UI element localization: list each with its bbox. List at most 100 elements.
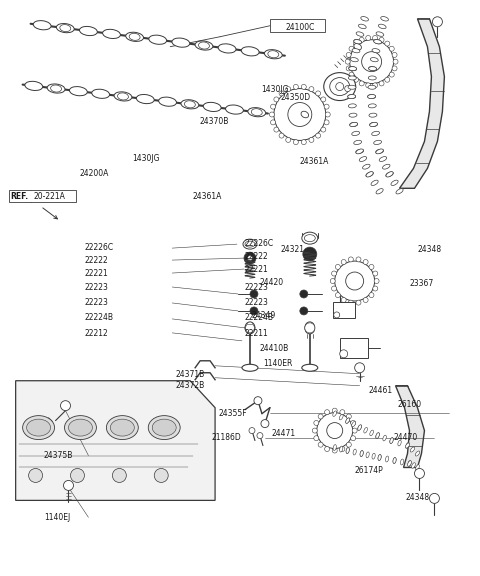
- Ellipse shape: [33, 21, 51, 30]
- Ellipse shape: [324, 73, 356, 101]
- Circle shape: [250, 307, 258, 315]
- Circle shape: [274, 89, 326, 141]
- Circle shape: [332, 286, 336, 291]
- Circle shape: [271, 120, 276, 125]
- Ellipse shape: [378, 24, 386, 29]
- Ellipse shape: [352, 131, 360, 135]
- Ellipse shape: [374, 40, 382, 44]
- Ellipse shape: [340, 446, 343, 452]
- Ellipse shape: [366, 452, 369, 458]
- Ellipse shape: [348, 94, 356, 98]
- Ellipse shape: [203, 103, 221, 112]
- Ellipse shape: [368, 94, 375, 98]
- Ellipse shape: [346, 418, 349, 423]
- Text: 1430JG: 1430JG: [132, 154, 160, 163]
- Ellipse shape: [56, 24, 74, 33]
- Ellipse shape: [339, 414, 343, 420]
- Ellipse shape: [368, 85, 376, 89]
- Ellipse shape: [396, 188, 403, 194]
- Ellipse shape: [369, 113, 377, 117]
- Circle shape: [301, 139, 306, 145]
- Circle shape: [71, 468, 84, 483]
- Ellipse shape: [241, 47, 259, 56]
- Ellipse shape: [362, 164, 370, 169]
- Ellipse shape: [354, 141, 361, 145]
- Ellipse shape: [373, 40, 382, 44]
- Ellipse shape: [366, 172, 373, 177]
- Ellipse shape: [371, 58, 378, 62]
- Text: 22226C: 22226C: [84, 243, 114, 252]
- Circle shape: [372, 83, 377, 88]
- Text: 24348: 24348: [417, 245, 441, 254]
- Ellipse shape: [359, 24, 366, 29]
- Circle shape: [254, 397, 262, 405]
- Circle shape: [316, 133, 321, 138]
- Circle shape: [336, 293, 340, 298]
- Text: REF.: REF.: [11, 192, 29, 201]
- Ellipse shape: [181, 100, 199, 109]
- Ellipse shape: [92, 89, 109, 98]
- Circle shape: [341, 298, 346, 302]
- Text: 24361A: 24361A: [192, 192, 221, 200]
- Ellipse shape: [346, 418, 349, 423]
- Ellipse shape: [350, 123, 358, 127]
- Circle shape: [359, 37, 364, 43]
- Circle shape: [353, 41, 359, 46]
- Circle shape: [355, 363, 365, 373]
- Circle shape: [250, 290, 258, 298]
- Circle shape: [324, 410, 330, 415]
- Circle shape: [363, 260, 368, 264]
- Circle shape: [293, 139, 299, 145]
- Ellipse shape: [129, 33, 140, 40]
- Circle shape: [248, 256, 252, 260]
- Ellipse shape: [412, 463, 415, 468]
- Circle shape: [363, 298, 368, 302]
- Ellipse shape: [25, 81, 43, 90]
- Bar: [333, 302, 355, 318]
- Circle shape: [286, 138, 291, 142]
- Circle shape: [379, 37, 384, 43]
- Circle shape: [356, 300, 361, 305]
- Ellipse shape: [152, 419, 176, 436]
- Circle shape: [274, 127, 279, 132]
- Ellipse shape: [398, 440, 401, 446]
- Text: 24375B: 24375B: [44, 451, 73, 460]
- Ellipse shape: [348, 104, 356, 108]
- Circle shape: [389, 46, 394, 51]
- Ellipse shape: [385, 456, 389, 462]
- Text: 21186D: 21186D: [211, 433, 241, 442]
- Ellipse shape: [360, 450, 363, 456]
- Ellipse shape: [126, 32, 144, 41]
- Circle shape: [332, 408, 337, 413]
- Ellipse shape: [245, 241, 255, 247]
- Ellipse shape: [349, 113, 357, 117]
- Polygon shape: [399, 19, 444, 188]
- Circle shape: [356, 257, 361, 262]
- Circle shape: [154, 468, 168, 483]
- Ellipse shape: [358, 425, 361, 430]
- Circle shape: [312, 428, 317, 433]
- Text: 22223: 22223: [84, 283, 108, 293]
- Circle shape: [392, 52, 397, 58]
- Polygon shape: [16, 381, 215, 501]
- Circle shape: [63, 480, 73, 490]
- Text: 22211: 22211: [245, 329, 268, 339]
- Ellipse shape: [393, 457, 396, 464]
- Circle shape: [324, 104, 329, 109]
- Circle shape: [374, 279, 379, 283]
- Ellipse shape: [366, 172, 373, 177]
- Ellipse shape: [378, 454, 381, 460]
- Ellipse shape: [386, 172, 393, 177]
- Polygon shape: [396, 386, 424, 468]
- Bar: [9, 190, 76, 202]
- Circle shape: [286, 86, 291, 92]
- Text: 24370B: 24370B: [199, 117, 228, 126]
- Ellipse shape: [376, 149, 384, 154]
- Ellipse shape: [370, 122, 378, 127]
- Circle shape: [269, 112, 275, 117]
- Ellipse shape: [50, 85, 61, 92]
- Ellipse shape: [245, 322, 255, 334]
- Ellipse shape: [350, 58, 358, 62]
- Ellipse shape: [390, 438, 393, 444]
- Ellipse shape: [333, 411, 336, 416]
